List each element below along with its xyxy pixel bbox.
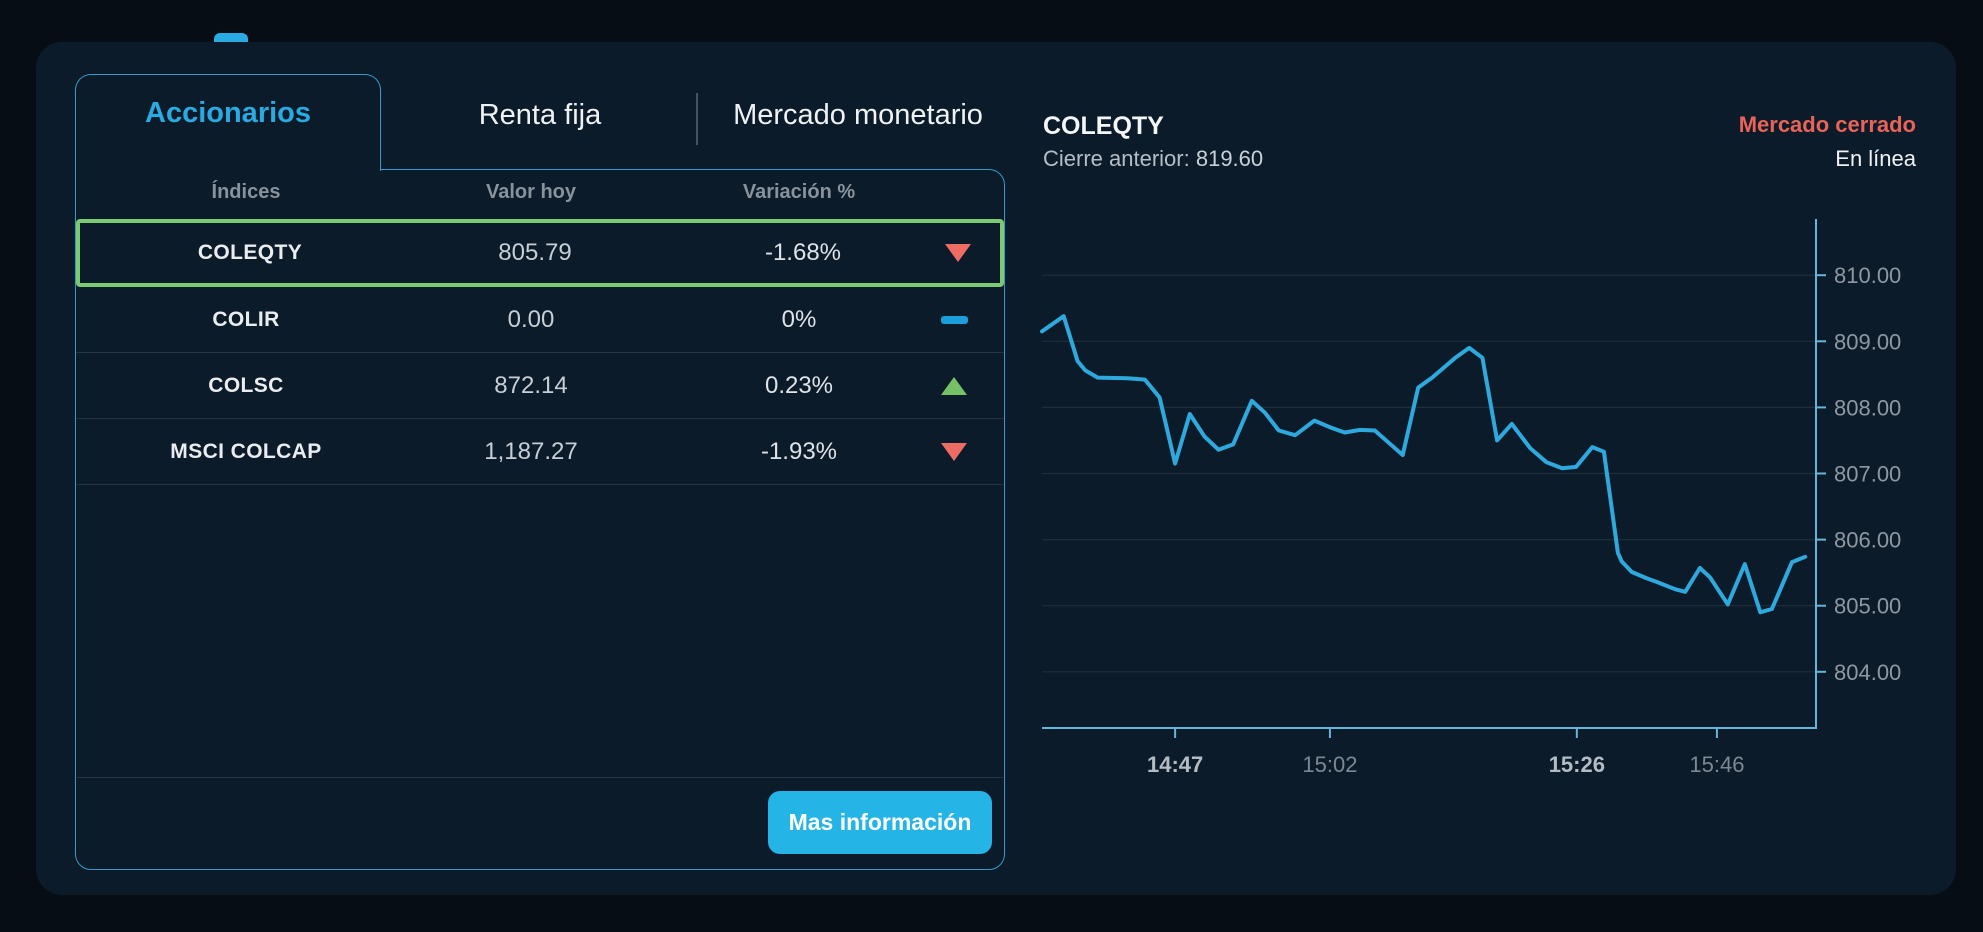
previous-close: Cierre anterior: 819.60	[1043, 146, 1263, 172]
detail-title: COLEQTY	[1043, 112, 1164, 140]
index-name: COLEQTY	[197, 241, 303, 264]
index-name: COLIR	[212, 307, 280, 331]
index-value: 872.14	[494, 371, 568, 399]
svg-text:807.00: 807.00	[1834, 462, 1901, 487]
svg-text:804.00: 804.00	[1834, 660, 1901, 685]
column-header-variacion: Variación %	[742, 180, 856, 203]
index-change: 0.23%	[764, 371, 834, 399]
column-header-indices: Índices	[211, 180, 281, 203]
svg-text:15:26: 15:26	[1549, 752, 1605, 777]
more-info-button[interactable]: Mas información	[768, 791, 992, 854]
index-change: -1.68%	[764, 239, 842, 266]
tab-accionarios-label: Accionarios	[145, 96, 311, 129]
svg-text:14:47: 14:47	[1147, 752, 1203, 777]
connection-status: En línea	[1835, 146, 1916, 171]
tab-mercado-monetario-label: Mercado monetario	[733, 98, 983, 131]
footer-divider	[77, 777, 1003, 778]
index-name: COLSC	[208, 373, 284, 397]
table-row-colir[interactable]: COLIR 0.00 0%	[76, 287, 1004, 353]
index-change: -1.93%	[760, 437, 838, 465]
tab-renta-fija[interactable]: Renta fija	[430, 95, 650, 135]
svg-text:806.00: 806.00	[1834, 528, 1901, 553]
svg-text:15:02: 15:02	[1302, 752, 1357, 777]
intraday-line-chart: 810.00 809.00 808.00 807.00 806.00 805.00 804.…	[1026, 205, 1976, 785]
change-down-icon	[941, 442, 967, 461]
tab-renta-fija-label: Renta fija	[478, 98, 602, 131]
indices-panel: Índices Valor hoy Variación % COLEQTY 80…	[75, 169, 1005, 870]
previous-close-label: Cierre anterior:	[1043, 146, 1190, 171]
svg-text:809.00: 809.00	[1834, 329, 1901, 354]
svg-text:15:46: 15:46	[1689, 752, 1744, 777]
previous-close-value: 819.60	[1195, 146, 1264, 171]
market-status-badge: Mercado cerrado	[1738, 112, 1916, 137]
index-name: MSCI COLCAP	[170, 439, 322, 463]
change-up-icon	[941, 376, 967, 395]
index-value: 1,187.27	[484, 437, 578, 465]
tab-mercado-monetario[interactable]: Mercado monetario	[712, 95, 1004, 135]
index-value: 0.00	[507, 305, 555, 333]
table-row-coleqty[interactable]: COLEQTY 805.79 -1.68%	[76, 219, 1004, 287]
svg-text:805.00: 805.00	[1834, 594, 1901, 619]
tab-accionarios[interactable]: Accionarios	[75, 74, 381, 171]
change-flat-icon	[940, 315, 968, 324]
svg-text:810.00: 810.00	[1834, 263, 1901, 288]
index-value: 805.79	[498, 239, 572, 266]
tab-divider	[696, 93, 698, 145]
index-change: 0%	[781, 305, 817, 333]
column-header-valor-hoy: Valor hoy	[485, 180, 577, 203]
svg-text:808.00: 808.00	[1834, 395, 1901, 420]
change-down-icon	[945, 244, 971, 262]
table-row-msci-colcap[interactable]: MSCI COLCAP 1,187.27 -1.93%	[76, 419, 1004, 485]
table-row-colsc[interactable]: COLSC 872.14 0.23%	[76, 353, 1004, 419]
chart-svg: 810.00 809.00 808.00 807.00 806.00 805.00 804.…	[1040, 219, 1901, 777]
